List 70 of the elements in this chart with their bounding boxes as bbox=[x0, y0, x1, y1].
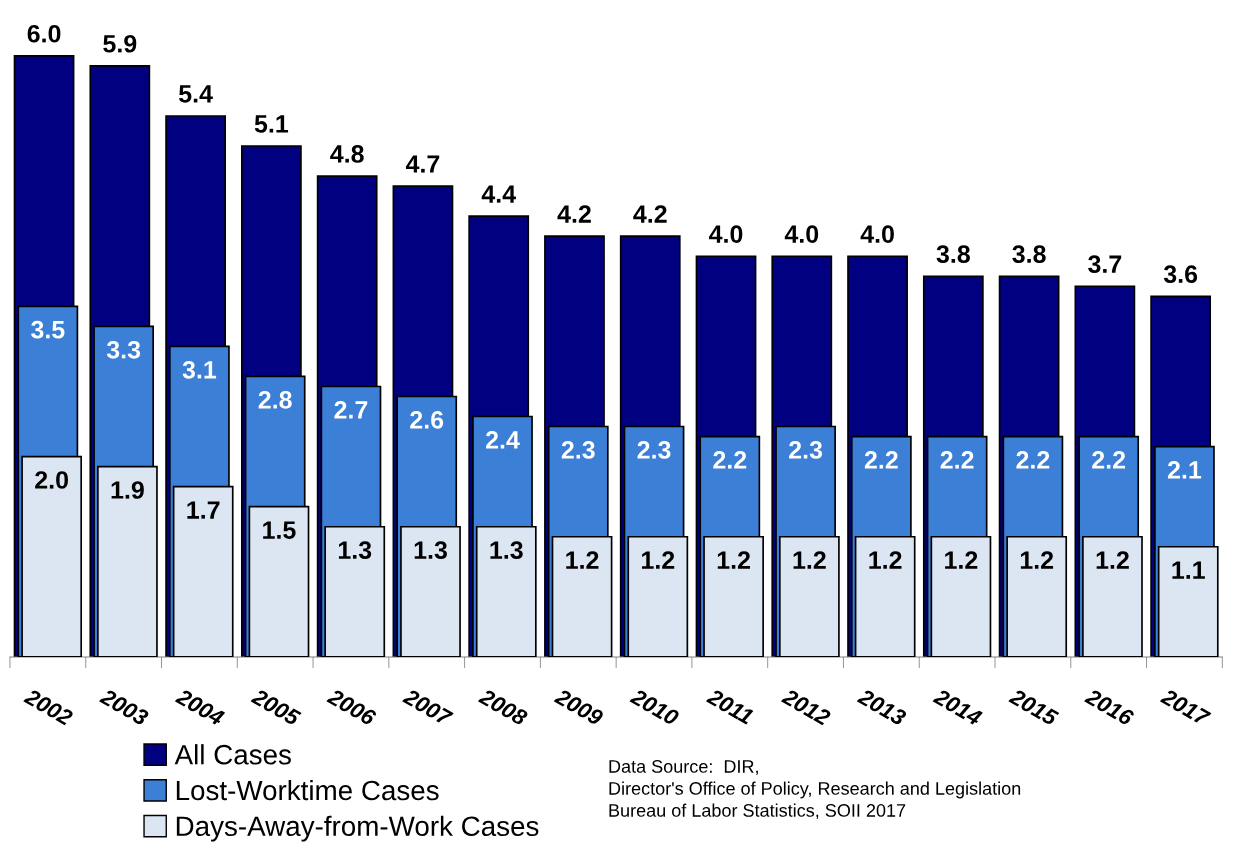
x-tick-label: 2010 bbox=[629, 687, 681, 727]
data-label: 3.8 bbox=[1012, 245, 1046, 264]
data-label: 4.0 bbox=[784, 225, 819, 243]
data-label: 1.1 bbox=[1172, 561, 1205, 579]
data-label: 5.9 bbox=[103, 34, 137, 53]
x-tick-label: 2007 bbox=[402, 687, 454, 727]
x-tick-label: 2006 bbox=[326, 687, 378, 727]
data-label: 4.8 bbox=[330, 145, 364, 163]
data-label: 2.1 bbox=[1167, 461, 1202, 479]
data-label: 2.3 bbox=[789, 441, 823, 459]
x-tick-label: 2012 bbox=[780, 687, 832, 727]
x-tick-label: 2015 bbox=[1008, 687, 1060, 727]
data-label: 1.3 bbox=[414, 541, 447, 559]
data-label: 1.2 bbox=[717, 551, 750, 569]
data-label: 1.5 bbox=[263, 521, 296, 539]
data-label: 2.2 bbox=[1016, 451, 1050, 469]
data-label: 4.0 bbox=[860, 225, 894, 243]
source-note: Data Source: DIR, bbox=[609, 760, 758, 775]
data-label: 2.2 bbox=[940, 451, 974, 469]
data-label: 1.2 bbox=[642, 551, 675, 569]
data-label: 1.2 bbox=[945, 551, 978, 569]
data-label: 4.2 bbox=[557, 205, 591, 223]
data-label: 1.3 bbox=[338, 541, 372, 559]
x-tick-label: 2009 bbox=[553, 687, 605, 727]
x-tick-label: 2008 bbox=[477, 687, 529, 727]
data-label: 4.0 bbox=[709, 225, 743, 243]
data-label: 1.2 bbox=[1096, 551, 1129, 569]
x-tick-label: 2011 bbox=[705, 687, 755, 725]
data-label: 2.0 bbox=[35, 471, 68, 489]
data-label: 2.8 bbox=[258, 390, 292, 409]
data-label: 4.4 bbox=[481, 185, 516, 203]
x-tick-label: 2004 bbox=[174, 687, 226, 727]
data-label: 1.3 bbox=[490, 541, 523, 559]
x-tick-label: 2013 bbox=[856, 687, 908, 727]
data-label: 3.6 bbox=[1163, 265, 1198, 284]
data-label: 1.2 bbox=[566, 551, 599, 569]
data-label: 2.6 bbox=[410, 411, 444, 429]
data-label: 5.1 bbox=[254, 115, 289, 133]
x-tick-label: 2002 bbox=[23, 687, 74, 727]
data-label: 4.2 bbox=[633, 205, 667, 223]
data-label: 2.7 bbox=[334, 401, 368, 419]
data-label: 1.2 bbox=[869, 551, 902, 569]
data-label: 4.7 bbox=[405, 155, 440, 173]
x-tick-label: 2005 bbox=[250, 687, 302, 727]
legend-label: Lost-Worktime Cases bbox=[176, 779, 439, 801]
data-label: 5.4 bbox=[179, 85, 213, 103]
data-label: 3.3 bbox=[106, 340, 141, 359]
data-label: 6.0 bbox=[27, 24, 61, 43]
data-label: 2.2 bbox=[1092, 451, 1126, 469]
x-tick-label: 2014 bbox=[932, 687, 984, 727]
data-label: 2.2 bbox=[713, 451, 747, 469]
data-label: 2.3 bbox=[637, 441, 671, 459]
legend-label: All Cases bbox=[174, 744, 291, 765]
data-label: 3.5 bbox=[31, 320, 65, 339]
data-label: 3.7 bbox=[1088, 255, 1122, 274]
data-label: 2.4 bbox=[485, 431, 520, 449]
data-label: 3.8 bbox=[936, 245, 970, 264]
data-label: 1.9 bbox=[111, 481, 144, 499]
legend-label: Days-Away-from-Work Cases bbox=[176, 815, 539, 842]
x-tick-label: 2016 bbox=[1083, 687, 1136, 727]
data-label: 1.7 bbox=[187, 501, 220, 519]
data-label: 1.2 bbox=[793, 551, 826, 569]
x-tick-label: 2017 bbox=[1159, 687, 1212, 727]
data-label: 2.2 bbox=[864, 451, 898, 469]
text: Bureau of Labor Statistics, SOII 2017 bbox=[609, 803, 906, 819]
data-label: 1.2 bbox=[1020, 551, 1054, 569]
data-label: 3.1 bbox=[182, 360, 217, 379]
data-label: 2.3 bbox=[561, 441, 595, 459]
x-tick-label: 2003 bbox=[98, 687, 150, 727]
text: Director's Office of Policy, Research and Legislation bbox=[609, 781, 1021, 799]
